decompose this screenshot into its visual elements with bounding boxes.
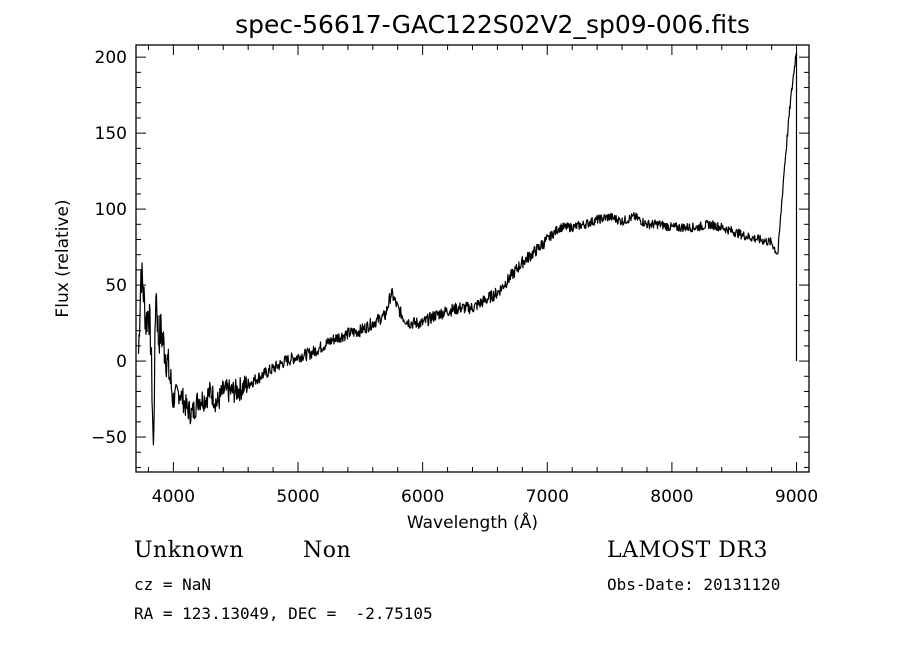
x-tick-label: 5000	[276, 487, 319, 507]
object-type: Unknown	[134, 538, 244, 563]
y-axis-label: Flux (relative)	[53, 199, 73, 317]
y-tick-label: 200	[95, 48, 127, 68]
x-tick-label: 8000	[650, 487, 693, 507]
y-tick-label: 100	[95, 200, 127, 220]
chart-title: spec-56617-GAC122S02V2_sp09-006.fits	[235, 10, 750, 39]
observation-date: Obs-Date: 20131120	[607, 575, 781, 594]
y-tick-label: 150	[95, 124, 127, 144]
y-tick-labels: −50 0 50 100 150 200	[91, 48, 127, 448]
x-tick-label: 6000	[401, 487, 444, 507]
y-tick-label: 0	[116, 352, 127, 372]
axis-ticks	[136, 45, 809, 472]
x-axis-label: Wavelength (Å)	[407, 511, 538, 533]
x-tick-label: 9000	[775, 487, 818, 507]
object-subtype: Non	[303, 538, 352, 563]
spectrum-line	[137, 52, 798, 446]
coordinates: RA = 123.13049, DEC = -2.75105	[134, 604, 433, 623]
y-tick-label: −50	[91, 428, 127, 448]
redshift-cz: cz = NaN	[134, 575, 212, 594]
x-tick-label: 7000	[526, 487, 569, 507]
survey-label: LAMOST DR3	[607, 538, 768, 563]
y-tick-label: 50	[105, 276, 127, 296]
plot-frame	[135, 44, 810, 473]
x-tick-label: 4000	[152, 487, 195, 507]
x-tick-labels: 4000 5000 6000 7000 8000 9000	[152, 487, 818, 507]
